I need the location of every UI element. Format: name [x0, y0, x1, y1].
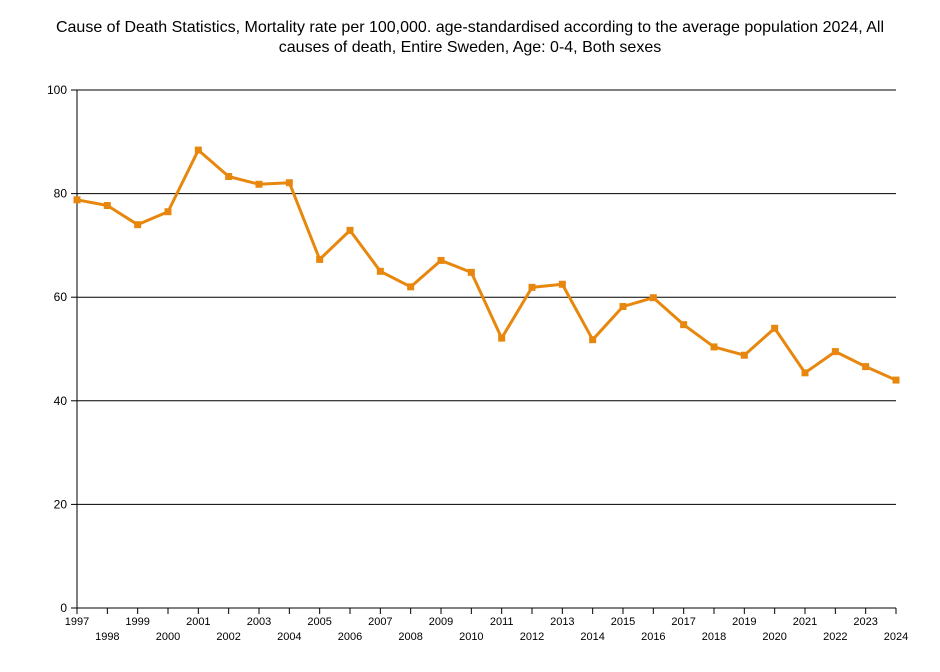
data-point-2004	[285, 179, 293, 187]
data-point-2010	[467, 268, 475, 276]
x-tick-label: 2021	[793, 616, 817, 628]
data-point-1999	[134, 221, 142, 229]
data-point-2009	[437, 256, 445, 264]
data-point-2005	[316, 255, 324, 263]
data-point-1997	[73, 196, 81, 204]
x-tick-label: 1999	[125, 616, 149, 628]
plot-area	[73, 146, 900, 384]
y-axis: 0 20 40 60 80 100	[47, 83, 78, 615]
x-tick-label: 2014	[580, 631, 604, 643]
x-tick-label: 2017	[671, 616, 695, 628]
x-tick-label: 2009	[429, 616, 453, 628]
x-tick-label: 2003	[247, 616, 271, 628]
x-tick-label: 2019	[732, 616, 756, 628]
data-point-2012	[528, 283, 536, 291]
x-tick-label: 2012	[520, 631, 544, 643]
x-tick-label: 2015	[611, 616, 635, 628]
y-tick-label: 20	[54, 497, 68, 511]
data-point-2000	[164, 208, 172, 216]
y-tick-label: 100	[47, 83, 67, 97]
x-tick-label: 2004	[277, 631, 301, 643]
data-point-2011	[498, 334, 506, 342]
x-tick-label: 2008	[398, 631, 422, 643]
x-tick-label: 2000	[156, 631, 180, 643]
y-tick-label: 40	[54, 394, 68, 408]
data-point-2023	[862, 363, 870, 371]
data-point-2015	[619, 303, 627, 311]
x-tick-label: 2001	[186, 616, 210, 628]
data-point-2024	[892, 376, 900, 384]
data-point-2018	[710, 343, 718, 351]
x-tick-label: 2016	[641, 631, 665, 643]
data-point-2014	[589, 336, 597, 344]
y-tick-label: 0	[60, 601, 67, 615]
data-point-2022	[831, 348, 839, 356]
x-tick-label: 2007	[368, 616, 392, 628]
gridlines	[77, 89, 896, 505]
x-axis: 1997 1998 1999 2000 2001 2002 2003 2004 2005 2006…	[65, 607, 908, 643]
series-line	[76, 148, 897, 382]
data-point-1998	[103, 202, 111, 210]
x-tick-label: 2024	[884, 631, 908, 643]
y-tick-label: 60	[54, 290, 68, 304]
x-tick-label: 2022	[823, 631, 847, 643]
data-point-2002	[225, 173, 233, 181]
data-point-2013	[558, 280, 566, 288]
data-point-2006	[346, 226, 354, 234]
chart-title-line-1: Cause of Death Statistics, Mortality rat…	[55, 19, 885, 36]
data-point-2016	[649, 294, 657, 302]
data-point-2021	[801, 369, 809, 377]
data-point-2007	[376, 267, 384, 275]
data-point-2003	[255, 180, 263, 188]
x-tick-label: 1998	[95, 631, 119, 643]
y-tick-label: 80	[54, 187, 68, 201]
x-tick-label: 2013	[550, 616, 574, 628]
x-tick-label: 2006	[338, 631, 362, 643]
chart-title: Cause of Death Statistics, Mortality rat…	[0, 18, 940, 58]
x-tick-label: 2011	[490, 616, 514, 628]
data-point-2020	[771, 324, 779, 332]
chart-title-line-2: causes of death, Entire Sweden, Age: 0-4…	[278, 39, 662, 56]
x-tick-label: 2010	[459, 631, 483, 643]
x-tick-label: 2018	[702, 631, 726, 643]
x-tick-label: 2020	[762, 631, 786, 643]
data-point-2019	[740, 351, 748, 359]
x-tick-label: 1997	[65, 616, 89, 628]
data-point-2001	[194, 146, 202, 154]
x-tick-label: 2023	[853, 616, 877, 628]
x-tick-label: 2002	[216, 631, 240, 643]
data-point-2008	[407, 283, 415, 291]
data-point-2017	[680, 321, 688, 329]
x-tick-label: 2005	[307, 616, 331, 628]
